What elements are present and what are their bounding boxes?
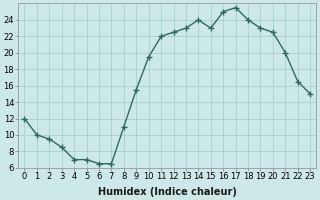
X-axis label: Humidex (Indice chaleur): Humidex (Indice chaleur): [98, 187, 237, 197]
